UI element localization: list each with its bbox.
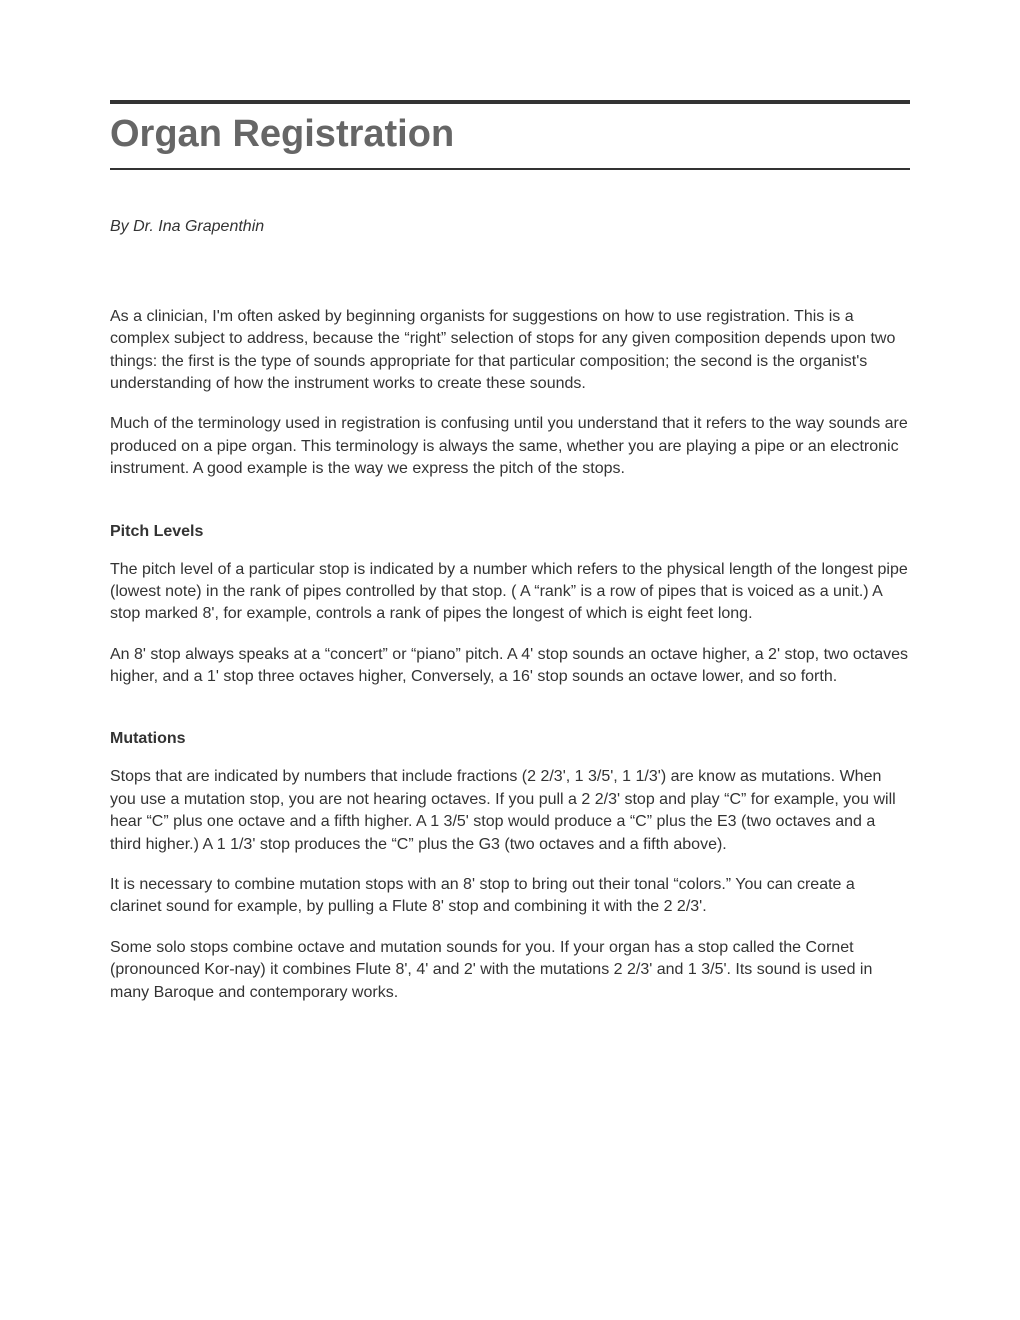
intro-paragraph-1: As a clinician, I'm often asked by begin… <box>110 306 910 396</box>
pitch-levels-p2: An 8' stop always speaks at a “concert” … <box>110 644 910 689</box>
intro-paragraph-2: Much of the terminology used in registra… <box>110 413 910 480</box>
section-heading-mutations: Mutations <box>110 730 910 748</box>
mutations-p1: Stops that are indicated by numbers that… <box>110 766 910 856</box>
title-rule-block: Organ Registration <box>110 100 910 170</box>
section-heading-pitch-levels: Pitch Levels <box>110 523 910 541</box>
pitch-levels-p1: The pitch level of a particular stop is … <box>110 559 910 626</box>
document-title: Organ Registration <box>110 104 910 168</box>
byline: By Dr. Ina Grapenthin <box>110 218 910 236</box>
document-page: Organ Registration By Dr. Ina Grapenthin… <box>0 0 1020 1320</box>
mutations-p2: It is necessary to combine mutation stop… <box>110 874 910 919</box>
mutations-p3: Some solo stops combine octave and mutat… <box>110 937 910 1004</box>
